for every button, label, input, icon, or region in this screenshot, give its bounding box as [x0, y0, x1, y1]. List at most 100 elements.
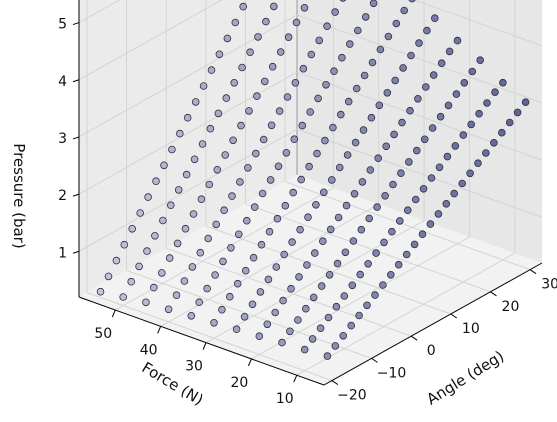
data-point [339, 331, 348, 340]
data-point [442, 200, 451, 208]
data-point [359, 126, 368, 134]
data-point [150, 283, 158, 292]
axis-lines [78, 0, 543, 386]
data-point [316, 324, 325, 333]
x-tick [371, 357, 378, 363]
data-point [317, 282, 326, 290]
grid-line [86, 292, 333, 382]
data-point [165, 254, 174, 262]
z-tick [72, 193, 80, 197]
z-tick [72, 22, 80, 26]
data-point [104, 272, 113, 281]
data-point [360, 71, 369, 80]
data-point [367, 113, 376, 122]
data-point [468, 67, 477, 76]
data-point [245, 107, 253, 115]
data-point [210, 318, 218, 327]
data-point [321, 136, 329, 145]
data-point [240, 312, 249, 321]
data-point [219, 257, 227, 266]
data-point [182, 170, 191, 179]
data-point [120, 240, 129, 249]
grid-line [296, 252, 516, 376]
data-point [466, 169, 474, 178]
data-point [483, 99, 491, 107]
data-point [296, 225, 304, 234]
data-point [173, 239, 182, 248]
data-point [384, 32, 393, 41]
data-point [264, 275, 273, 284]
data-point [297, 175, 306, 184]
data-point [347, 321, 356, 330]
data-point [350, 190, 359, 198]
data-point [386, 270, 395, 279]
data-point [233, 279, 242, 288]
data-point [304, 213, 312, 222]
data-point [189, 210, 198, 218]
data-point [128, 225, 137, 233]
y-tick-label: 30 [185, 359, 203, 375]
data-point [379, 281, 387, 289]
data-point [181, 224, 190, 233]
data-point [180, 277, 189, 285]
data-point [394, 260, 403, 269]
data-point [187, 311, 196, 320]
data-point [315, 36, 324, 45]
data-point [283, 93, 292, 101]
data-point [164, 305, 173, 314]
x-tick [410, 335, 418, 341]
data-point [373, 203, 381, 211]
data-point [420, 135, 429, 144]
data-point [459, 131, 468, 139]
data-point [428, 124, 437, 132]
data-point [342, 201, 351, 210]
data-point [190, 155, 199, 164]
x-tick-label: 20 [502, 299, 520, 315]
y-tick-label: 10 [276, 391, 294, 407]
data-point [353, 26, 362, 35]
data-point [256, 288, 265, 296]
data-point [307, 50, 316, 59]
data-point [239, 2, 248, 11]
data-point [299, 64, 308, 73]
data-point [196, 248, 205, 257]
data-point [213, 166, 222, 174]
data-point [136, 209, 145, 217]
y-axis-line [78, 296, 325, 386]
data-point [204, 234, 213, 243]
x-tick-label: 30 [541, 277, 557, 293]
data-point [434, 210, 443, 218]
axis-panes [78, 0, 542, 385]
data-point [207, 66, 216, 74]
data-point [325, 270, 334, 279]
data-point [220, 206, 228, 215]
data-point [236, 178, 244, 186]
grid-line [413, 0, 543, 47]
data-point [262, 17, 270, 26]
data-point [269, 2, 278, 11]
data-point [158, 269, 166, 277]
data-point [253, 92, 261, 100]
data-point [451, 142, 460, 150]
data-point [339, 0, 347, 2]
data-point [254, 33, 262, 41]
data-point [218, 305, 226, 314]
data-point [112, 256, 121, 265]
data-point [375, 101, 384, 110]
data-point [391, 76, 400, 85]
y-tick-label: 20 [230, 375, 248, 391]
data-point [231, 18, 240, 27]
data-point [333, 259, 342, 268]
data-point [408, 0, 416, 3]
data-point [323, 22, 331, 31]
y-tick [157, 326, 162, 334]
data-point [399, 64, 407, 72]
data-point [144, 193, 152, 201]
data-point [281, 201, 290, 210]
grid-line [296, 14, 543, 104]
data-point [306, 108, 315, 116]
data-point [338, 53, 346, 62]
data-point [348, 281, 357, 290]
z-tick-label: 2 [58, 188, 67, 204]
data-point [443, 152, 452, 161]
